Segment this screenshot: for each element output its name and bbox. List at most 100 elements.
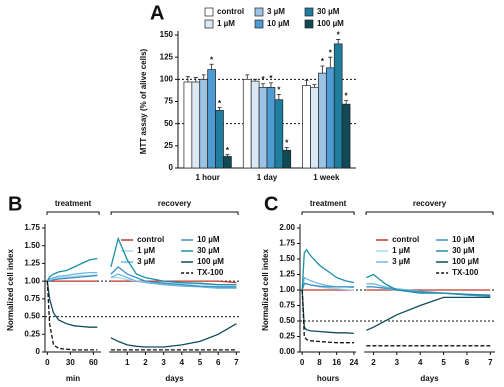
x-tick-label: 3: [161, 358, 166, 367]
bracket-label: recovery: [413, 199, 447, 208]
legend-swatch: [254, 7, 264, 17]
x-tick-label: 2: [371, 358, 376, 367]
y-tick-label: 1.25: [24, 259, 40, 268]
x-axis-title: days: [420, 374, 439, 383]
y-tick-label: 1.25: [279, 270, 295, 279]
y-tick-label: 0: [36, 347, 41, 356]
bar: [302, 85, 311, 169]
bar: [250, 80, 260, 169]
panel-label: A: [150, 2, 164, 24]
x-tick-label: 3: [395, 358, 400, 367]
y-tick-label: 0.50: [279, 316, 295, 325]
legend-label: TX-100: [452, 268, 479, 277]
y-tick-label: 1.75: [24, 223, 40, 232]
x-tick-label: 0: [45, 358, 50, 367]
y-tick-label: 1.50: [279, 254, 295, 263]
significance-marker: *: [337, 31, 341, 40]
error-bar: [209, 63, 214, 70]
x-tick-label: 30: [66, 358, 75, 367]
y-tick-label: 0: [169, 163, 174, 172]
significance-marker: *: [277, 86, 281, 95]
legend-label: 10 µM: [197, 235, 220, 244]
series-line: [46, 281, 98, 351]
y-tick-label: 50: [164, 119, 173, 128]
series-line: [110, 266, 237, 288]
series-line: [110, 280, 237, 284]
significance-marker: *: [261, 75, 265, 84]
error-bar: [304, 79, 309, 86]
y-tick-label: 125: [160, 52, 174, 61]
error-bar: [253, 78, 258, 82]
x-tick-label: 60: [89, 358, 98, 367]
error-bar: [268, 82, 273, 88]
series-line: [301, 289, 354, 344]
bar: [215, 110, 224, 169]
legend-label: 1 µM: [217, 19, 235, 28]
legend-label: TX-100: [197, 268, 224, 277]
significance-marker: *: [226, 146, 230, 155]
y-tick-label: 100: [160, 74, 174, 83]
y-tick-label: 0.50: [24, 312, 40, 321]
legend-label: 1 µM: [392, 246, 410, 255]
significance-marker: *: [321, 57, 325, 66]
legend-swatch: [204, 7, 214, 17]
bar: [223, 156, 232, 169]
x-axis-title: days: [165, 374, 184, 383]
legend-label: control: [392, 235, 419, 244]
legend-swatch: [304, 7, 314, 17]
bar: [207, 69, 216, 169]
error-bar: [284, 147, 289, 151]
error-bar: [245, 74, 250, 80]
y-tick-label: 1.00: [279, 285, 295, 294]
legend-label: control: [217, 7, 244, 16]
series-line: [46, 281, 98, 328]
x-tick-label: 1 week: [313, 173, 340, 182]
y-tick-label: 75: [164, 97, 173, 106]
bar: [183, 81, 193, 169]
error-bar: [185, 76, 190, 82]
error-bar: [193, 77, 198, 82]
bracket-label: recovery: [158, 199, 192, 208]
x-tick-label: 7: [488, 358, 493, 367]
bar: [282, 149, 292, 169]
legend-label: 3 µM: [137, 257, 155, 266]
y-tick-label: 1.50: [24, 241, 40, 250]
bar: [266, 86, 276, 169]
x-tick-label: 6: [216, 358, 221, 367]
x-tick-label: 7: [234, 358, 239, 367]
y-axis-title: Normalized cell index: [6, 249, 15, 331]
bracket: [365, 211, 494, 215]
legend-label: 30 µM: [197, 246, 220, 255]
legend-label: 10 µM: [452, 235, 475, 244]
panel-label: C: [264, 193, 278, 215]
bar: [325, 67, 335, 169]
y-tick-label: 1.00: [24, 276, 40, 285]
error-bar: [217, 107, 222, 111]
error-bar: [225, 154, 230, 157]
x-tick-label: 1 day: [257, 173, 278, 182]
series-line: [366, 273, 491, 296]
significance-marker: *: [345, 92, 349, 101]
legend-swatch: [204, 19, 214, 29]
series-line: [110, 323, 237, 348]
significance-marker: *: [329, 48, 333, 57]
y-tick-label: 0.25: [24, 329, 40, 338]
series-line: [46, 271, 98, 282]
x-tick-label: 1: [125, 358, 130, 367]
significance-marker: *: [218, 99, 222, 108]
y-axis-title: MTT assay (% of alive cells): [139, 48, 148, 154]
bar: [191, 81, 201, 169]
legend-label: 1 µM: [137, 246, 155, 255]
series-line: [110, 273, 237, 289]
series-line: [301, 283, 354, 291]
x-tick-label: 8: [317, 358, 322, 367]
x-tick-label: 4: [418, 358, 423, 367]
y-tick-label: 0.00: [279, 347, 295, 356]
bracket-label: treatment: [310, 199, 347, 208]
bracket: [46, 211, 100, 215]
bar: [242, 78, 252, 169]
panel-label: B: [8, 193, 22, 215]
legend-label: 30 µM: [452, 246, 475, 255]
bar: [310, 86, 319, 169]
bracket-label: treatment: [55, 199, 92, 208]
